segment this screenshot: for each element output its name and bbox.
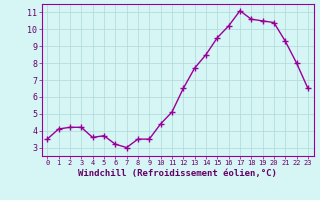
X-axis label: Windchill (Refroidissement éolien,°C): Windchill (Refroidissement éolien,°C) [78, 169, 277, 178]
